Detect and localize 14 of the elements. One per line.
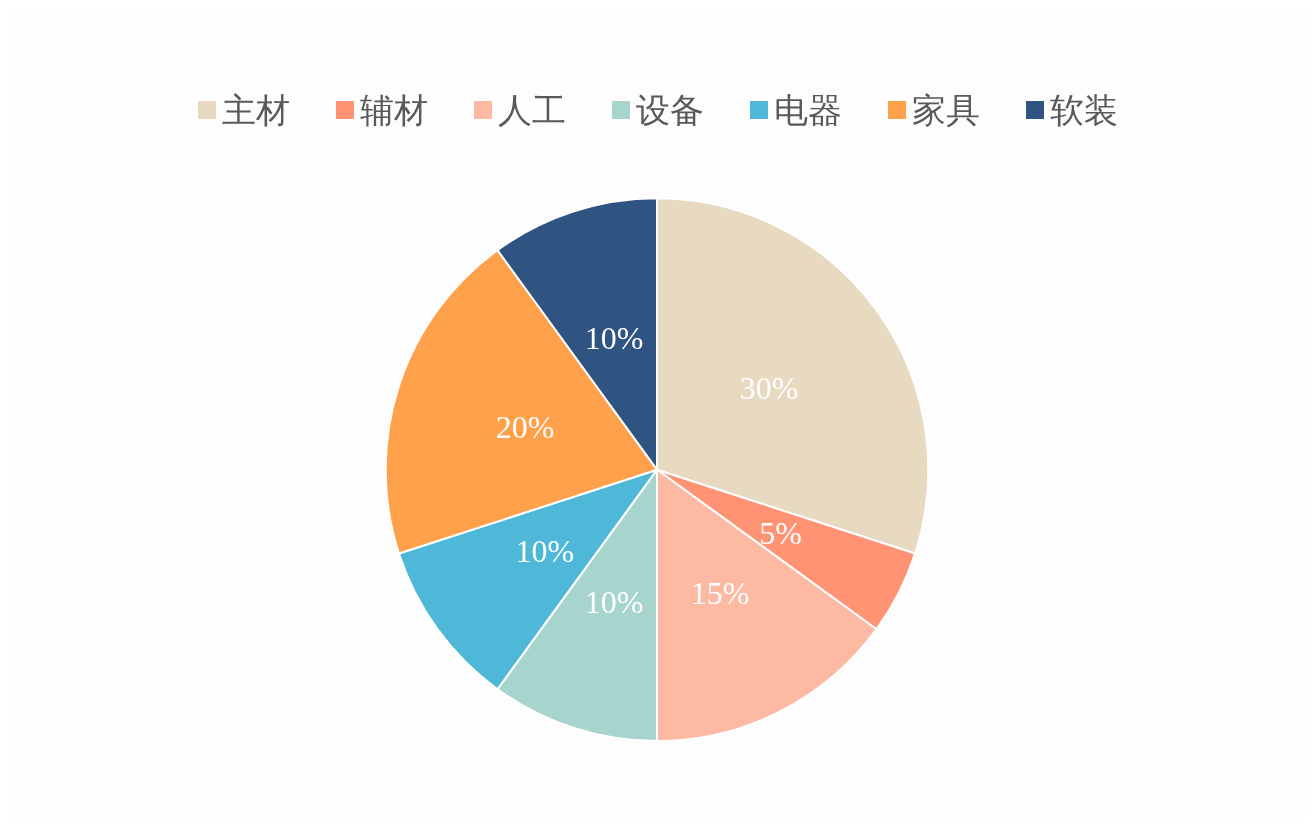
data-label: 10% — [584, 583, 644, 620]
data-label: 30% — [739, 370, 799, 407]
legend-label: 主材 — [222, 90, 290, 130]
legend-label: 人工 — [498, 90, 566, 130]
legend-label: 电器 — [774, 90, 842, 130]
data-label: 15% — [690, 575, 750, 612]
legend-label: 辅材 — [360, 90, 428, 130]
data-label: 10% — [584, 319, 644, 356]
data-label: 20% — [495, 408, 555, 445]
legend-label: 设备 — [636, 90, 704, 130]
data-label: 10% — [515, 533, 575, 570]
legend-label: 家具 — [912, 90, 980, 130]
legend-label: 软装 — [1050, 90, 1118, 130]
data-label: 5% — [759, 514, 802, 551]
